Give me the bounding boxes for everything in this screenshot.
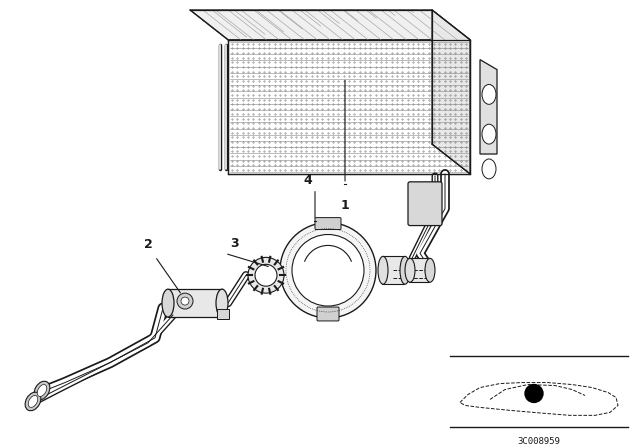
Polygon shape [480, 60, 497, 154]
Bar [382, 256, 404, 284]
Polygon shape [432, 10, 470, 174]
Text: 3: 3 [230, 237, 239, 250]
Bar [217, 309, 229, 319]
Polygon shape [190, 10, 470, 40]
Ellipse shape [405, 258, 415, 282]
Polygon shape [228, 40, 470, 174]
Circle shape [181, 297, 189, 305]
Ellipse shape [425, 258, 435, 282]
Bar [168, 289, 223, 317]
Circle shape [177, 293, 193, 309]
Text: 4: 4 [303, 174, 312, 187]
Ellipse shape [34, 381, 50, 400]
Ellipse shape [378, 256, 388, 284]
Ellipse shape [162, 289, 174, 317]
Circle shape [292, 234, 364, 306]
Ellipse shape [482, 124, 496, 144]
FancyBboxPatch shape [408, 182, 442, 225]
Ellipse shape [400, 256, 410, 284]
Text: 1: 1 [340, 199, 349, 212]
FancyBboxPatch shape [315, 218, 341, 229]
Circle shape [280, 223, 376, 318]
Ellipse shape [25, 392, 41, 411]
Text: 2: 2 [143, 238, 152, 251]
Ellipse shape [28, 396, 38, 407]
Ellipse shape [216, 289, 228, 317]
Circle shape [255, 264, 277, 286]
Ellipse shape [482, 85, 496, 104]
Text: 3C008959: 3C008959 [518, 437, 561, 446]
Circle shape [248, 257, 284, 293]
Circle shape [525, 384, 543, 402]
Ellipse shape [482, 159, 496, 179]
FancyBboxPatch shape [317, 307, 339, 321]
Bar [409, 258, 429, 282]
Ellipse shape [37, 384, 47, 396]
